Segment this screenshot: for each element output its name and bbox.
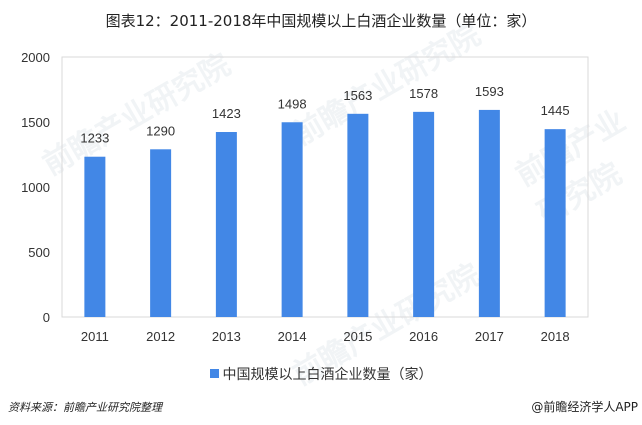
data-label: 1498 bbox=[278, 96, 307, 111]
data-label: 1578 bbox=[409, 86, 438, 101]
bar-2017 bbox=[478, 109, 500, 317]
x-tick-label: 2017 bbox=[475, 329, 504, 344]
x-tick-label: 2012 bbox=[146, 329, 175, 344]
y-tick-label: 0 bbox=[43, 310, 50, 325]
source-note: 资料来源：前瞻产业研究院整理 bbox=[8, 401, 162, 414]
x-tick-label: 2014 bbox=[278, 329, 307, 344]
data-label: 1445 bbox=[541, 103, 570, 118]
data-label: 1290 bbox=[146, 123, 175, 138]
x-tick-label: 2015 bbox=[343, 329, 372, 344]
bar-2015 bbox=[347, 113, 369, 317]
chart-title: 图表12：2011-2018年中国规模以上白酒企业数量（单位：家） bbox=[105, 12, 537, 30]
y-tick-label: 2000 bbox=[21, 50, 50, 65]
bar-chart: 0 500 1000 1500 2000 1233 2011 1290 2012 1423 2013… bbox=[21, 50, 589, 344]
credit: @前瞻经济学人APP bbox=[531, 400, 638, 414]
y-tick-label: 1500 bbox=[21, 115, 50, 130]
x-tick-label: 2018 bbox=[541, 329, 570, 344]
data-label: 1233 bbox=[80, 131, 109, 146]
legend: 中国规模以上白酒企业数量（家） bbox=[0, 364, 642, 384]
y-tick-label: 1000 bbox=[21, 180, 50, 195]
data-label: 1423 bbox=[212, 106, 241, 121]
bar-2016 bbox=[413, 111, 435, 317]
bar-2014 bbox=[281, 122, 303, 317]
y-tick-label: 500 bbox=[28, 245, 50, 260]
legend-swatch bbox=[209, 369, 219, 378]
legend-label: 中国规模以上白酒企业数量（家） bbox=[222, 367, 433, 383]
plot-area bbox=[61, 56, 589, 318]
bar-2012 bbox=[150, 149, 172, 317]
x-tick-label: 2016 bbox=[409, 329, 438, 344]
x-tick-label: 2013 bbox=[212, 329, 241, 344]
data-label: 1563 bbox=[343, 88, 372, 103]
x-tick-label: 2011 bbox=[81, 329, 109, 344]
bar-2011 bbox=[84, 156, 106, 317]
bar-2018 bbox=[544, 129, 566, 317]
bar-2013 bbox=[215, 132, 237, 317]
data-label: 1593 bbox=[475, 84, 504, 99]
